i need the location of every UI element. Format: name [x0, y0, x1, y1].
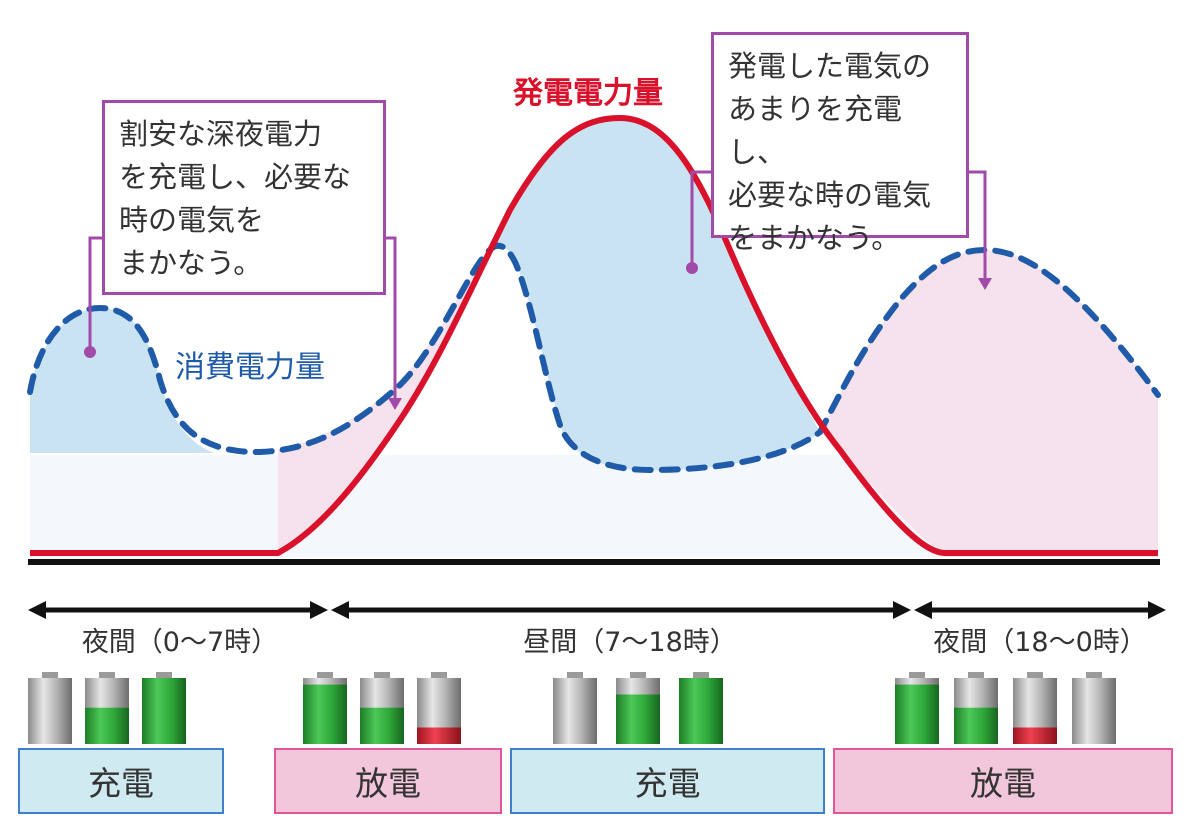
battery-cap: [1027, 672, 1043, 679]
battery-cap: [1086, 672, 1102, 679]
callout-arrow-day-discharge: [978, 278, 992, 290]
battery-groups: [28, 672, 1116, 744]
note-day-charge: 発電した電気の あまりを充電し、 必要な時の電気 をまかなう。: [711, 32, 969, 255]
generation-label: 発電電力量: [513, 76, 663, 111]
battery-charge-level: [417, 727, 461, 744]
battery-charge-level: [360, 707, 404, 744]
consumption-curve: [27, 242, 1161, 474]
arrowhead: [331, 601, 349, 619]
battery-cap: [909, 672, 925, 679]
callout-day-left-line: [690, 170, 712, 268]
battery-cap: [567, 672, 583, 679]
battery-body: [553, 678, 597, 744]
battery-icon: [1072, 672, 1116, 744]
battery-icon: [1013, 672, 1057, 744]
battery-cap: [317, 672, 333, 679]
battery-icon: [954, 672, 998, 744]
battery-charge-level: [142, 678, 186, 744]
arrowhead: [914, 601, 932, 619]
battery-icon: [303, 672, 347, 744]
callout-night-right-line: [383, 236, 397, 402]
battery-charge-level: [85, 707, 129, 744]
battery-cap: [374, 672, 390, 679]
night-discharge-area-right: [820, 250, 1158, 557]
period-arrows: [28, 601, 1166, 619]
arrowhead: [1148, 601, 1166, 619]
battery-icon: [28, 672, 72, 744]
callout-lines: [88, 170, 987, 402]
period-label-daytime: 昼間（7〜18時）: [523, 627, 737, 658]
battery-cap: [99, 672, 115, 679]
consumption-label: 消費電力量: [175, 350, 325, 385]
callout-dot-night-charge: [84, 346, 96, 358]
battery-charge-level: [1013, 727, 1057, 744]
mode-box-charge-night: 充電: [18, 748, 224, 814]
period-label-night-late: 夜間（18〜0時）: [933, 627, 1147, 658]
arrowhead: [893, 601, 911, 619]
battery-cap: [42, 672, 58, 679]
arrowhead: [28, 601, 46, 619]
battery-cap: [693, 672, 709, 679]
battery-body: [1072, 678, 1116, 744]
mode-box-discharge-night: 放電: [833, 748, 1173, 814]
battery-charge-level: [954, 707, 998, 744]
callout-arrow-night-discharge: [388, 398, 402, 410]
battery-charge-level: [679, 678, 723, 744]
battery-icon: [417, 672, 461, 744]
mode-box-discharge-morning: 放電: [274, 748, 502, 814]
battery-icon: [553, 672, 597, 744]
note-night-charge: 割安な深夜電力 を充電し、必要な 時の電気を まかなう。: [102, 100, 386, 295]
battery-cap: [630, 672, 646, 679]
battery-icon: [85, 672, 129, 744]
battery-icon: [360, 672, 404, 744]
battery-cap: [431, 672, 447, 679]
callout-dot-day-charge: [686, 262, 698, 274]
battery-cap: [156, 672, 172, 679]
battery-body: [28, 678, 72, 744]
battery-icon: [142, 672, 186, 744]
battery-icon: [895, 672, 939, 744]
arrowhead: [310, 601, 328, 619]
daytime-surplus-area: [492, 118, 820, 470]
period-label-night-early: 夜間（0〜7時）: [81, 627, 279, 658]
battery-charge-level: [895, 684, 939, 744]
battery-icon: [679, 672, 723, 744]
battery-charge-level: [303, 684, 347, 744]
callout-night-left-line: [88, 236, 103, 352]
mode-box-charge-day: 充電: [510, 748, 825, 814]
battery-cap: [968, 672, 984, 679]
night-charge-area-left: [30, 308, 215, 453]
generation-curve: [30, 115, 1158, 556]
battery-icon: [616, 672, 660, 744]
callout-day-right-line: [968, 170, 987, 282]
battery-charge-level: [616, 694, 660, 744]
